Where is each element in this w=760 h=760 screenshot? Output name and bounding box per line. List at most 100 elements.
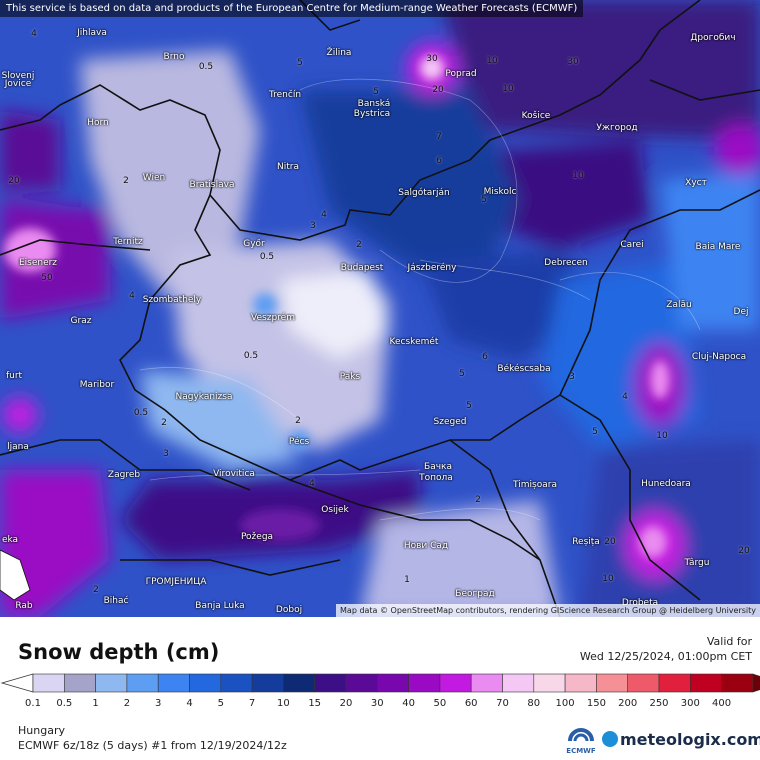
scale-tick-label: 1	[92, 698, 99, 709]
scale-tick-label: 400	[712, 698, 732, 709]
city-label: Osijek	[321, 505, 349, 515]
city-label: Бачка	[424, 462, 452, 472]
contour-value-label: 3	[569, 372, 575, 382]
scale-swatch	[283, 673, 315, 693]
color-scale	[0, 673, 760, 693]
scale-tick-label: 20	[339, 698, 353, 709]
region-name: Hungary	[18, 724, 65, 737]
city-label: Požega	[240, 532, 274, 542]
contour-value-label: 3	[163, 449, 169, 459]
city-label: Timișoara	[513, 480, 557, 490]
scale-swatch	[439, 673, 472, 693]
scale-tick-label: 250	[649, 698, 669, 709]
scale-swatch	[314, 673, 347, 693]
contour-value-label: 20	[738, 546, 750, 556]
city-label: Pécs	[288, 437, 310, 447]
contour-value-label: 5	[373, 87, 379, 97]
scale-swatch	[189, 673, 222, 693]
city-label: Szombathely	[142, 295, 202, 305]
scale-swatch	[251, 673, 284, 693]
city-label: Ternitz	[113, 237, 143, 247]
contour-value-label: 2	[295, 416, 301, 426]
scale-tick-label: 15	[308, 698, 322, 709]
city-label: Београд	[455, 589, 495, 599]
scale-swatch	[32, 673, 65, 693]
scale-swatch	[689, 673, 722, 693]
scale-tick-label: 60	[464, 698, 478, 709]
city-label: Brno	[163, 52, 185, 62]
scale-swatch	[345, 673, 378, 693]
contour-value-label: 5	[297, 58, 303, 68]
city-label: Košice	[521, 111, 551, 121]
contour-value-label: 20	[8, 176, 20, 186]
city-label: eka	[1, 535, 19, 545]
legend-panel: Snow depth (cm) Valid for Wed 12/25/2024…	[0, 617, 760, 760]
scale-tick-label: 150	[586, 698, 606, 709]
contour-value-label: 0.5	[198, 62, 214, 72]
scale-swatch	[376, 673, 409, 693]
scale-tick-label: 2	[123, 698, 131, 709]
city-label: Bratislava	[189, 180, 235, 190]
scale-swatch	[157, 673, 190, 693]
scale-tick-label: 300	[680, 698, 700, 709]
meteologix-logo[interactable]: meteologix.com	[602, 730, 760, 749]
attribution-bottom[interactable]: Map data © OpenStreetMap contributors, r…	[336, 604, 760, 617]
city-label: Dej	[733, 307, 749, 317]
scale-tick-label: 30	[370, 698, 384, 709]
scale-swatch	[502, 673, 535, 693]
contour-value-label: 2	[123, 176, 129, 186]
scale-swatch	[95, 673, 128, 693]
scale-min-arrow	[0, 673, 34, 693]
contour-lines	[139, 78, 701, 521]
city-label: Reșița	[572, 537, 600, 547]
scale-swatch	[627, 673, 660, 693]
snow-depth-map[interactable]: Jihlava Brno Žilina Poprad Trenčín Banská Byst…	[0, 0, 760, 617]
city-label: furt	[5, 371, 23, 381]
city-label: Poprad	[445, 69, 477, 79]
city-label: Zagreb	[107, 470, 141, 480]
contour-value-label: 10	[656, 431, 668, 441]
city-label: Târgu	[684, 558, 710, 568]
city-label: Хуст	[685, 178, 707, 188]
scale-tick-label: 10	[277, 698, 290, 709]
contour-value-label: 4	[31, 29, 37, 39]
city-label: Miskolc	[483, 187, 517, 197]
scale-swatch	[408, 673, 441, 693]
scale-swatch	[721, 673, 754, 693]
city-label: Ужгород	[596, 123, 638, 133]
map-canvas	[0, 0, 760, 617]
meteologix-icon	[602, 731, 618, 747]
snow-field	[0, 0, 760, 617]
city-label: Carei	[620, 240, 644, 250]
ecmwf-logo-text: ECMWF	[566, 747, 596, 755]
scale-swatch	[533, 673, 566, 693]
city-label: Zalău	[666, 300, 692, 310]
city-label: Győr	[243, 239, 265, 249]
contour-value-label: 2	[161, 418, 167, 428]
city-label: Maribor	[79, 380, 115, 390]
city-label: ljana	[7, 442, 29, 452]
meteologix-text: meteologix.com	[620, 730, 760, 749]
city-label: Paks	[339, 372, 361, 382]
contour-value-label: 2	[475, 495, 481, 505]
city-label: Trenčín	[268, 90, 302, 100]
city-label: Slovenj	[1, 71, 35, 81]
contour-value-label: 2	[93, 585, 99, 595]
contour-value-label: 5	[481, 195, 487, 205]
city-label: Jászberény	[407, 263, 457, 273]
ecmwf-logo-icon	[568, 728, 594, 742]
scale-swatch	[126, 673, 159, 693]
city-label: Kecskemét	[389, 337, 439, 347]
scale-tick-label: 70	[496, 698, 509, 709]
city-label: Baia Mare	[695, 242, 741, 252]
city-label: Veszprém	[251, 313, 295, 323]
scale-tick-label: 50	[433, 698, 447, 709]
city-label: Jovice	[4, 79, 32, 89]
scale-tick-label: 200	[618, 698, 638, 709]
contour-value-label: 3	[310, 221, 316, 231]
contour-value-label: 5	[592, 427, 598, 437]
scale-swatch	[564, 673, 597, 693]
country-borders	[0, 0, 760, 617]
city-label: Horn	[87, 118, 109, 128]
contour-value-label: 10	[486, 56, 498, 66]
